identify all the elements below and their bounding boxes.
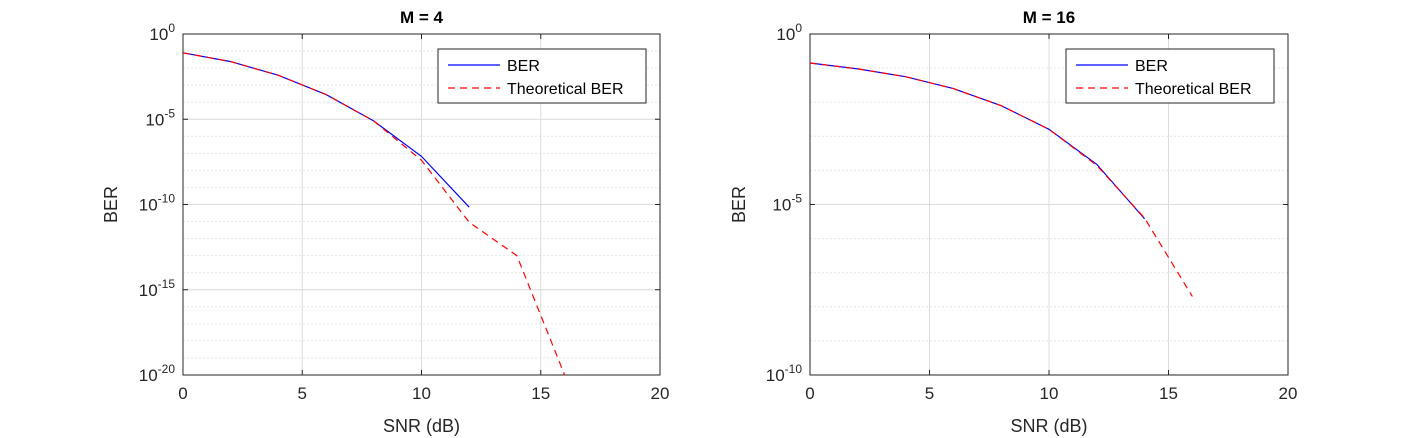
legend-label: BER <box>507 58 540 75</box>
y-tick-label: 100 <box>776 21 802 44</box>
y-tick-label: 10-20 <box>139 362 176 385</box>
legend-box <box>1065 48 1275 104</box>
legend-label: Theoretical BER <box>1135 81 1252 98</box>
series-line-theoretical-ber <box>809 62 1193 297</box>
y-tick-label: 10-10 <box>139 192 176 215</box>
x-tick-label: 0 <box>805 384 814 403</box>
x-tick-label: 15 <box>531 384 550 403</box>
legend: BER Theoretical BER <box>437 48 647 104</box>
x-tick-label: 10 <box>1040 384 1059 403</box>
y-tick-label: 10-10 <box>766 362 803 385</box>
y-tick-label: 10-15 <box>139 277 176 300</box>
legend-box <box>437 48 647 104</box>
y-axis-label: BER <box>101 186 121 223</box>
series-line-theoretical-ber <box>182 52 566 376</box>
y-tick-label: 10-5 <box>145 106 175 129</box>
chart-title: M = 16 <box>1023 8 1075 27</box>
y-tick-label: 100 <box>149 21 175 44</box>
x-axis-label: SNR (dB) <box>1010 416 1087 436</box>
x-tick-label: 5 <box>925 384 934 403</box>
x-tick-label: 10 <box>412 384 431 403</box>
legend: BER Theoretical BER <box>1065 48 1275 104</box>
legend-label: BER <box>1135 58 1168 75</box>
y-tick-label: 10-5 <box>772 192 802 215</box>
x-tick-label: 5 <box>298 384 307 403</box>
chart-title: M = 4 <box>400 8 444 27</box>
x-tick-label: 20 <box>651 384 670 403</box>
x-tick-label: 0 <box>178 384 187 403</box>
y-axis-label: BER <box>729 186 749 223</box>
legend-label: Theoretical BER <box>507 81 624 98</box>
x-tick-label: 20 <box>1279 384 1298 403</box>
chart-panel-1: 0 5 10 15 20 100 10-5 10-10 10-15 10-20 M = 4 SNR (… <box>101 8 669 436</box>
x-axis-label: SNR (dB) <box>383 416 460 436</box>
x-tick-label: 15 <box>1159 384 1178 403</box>
